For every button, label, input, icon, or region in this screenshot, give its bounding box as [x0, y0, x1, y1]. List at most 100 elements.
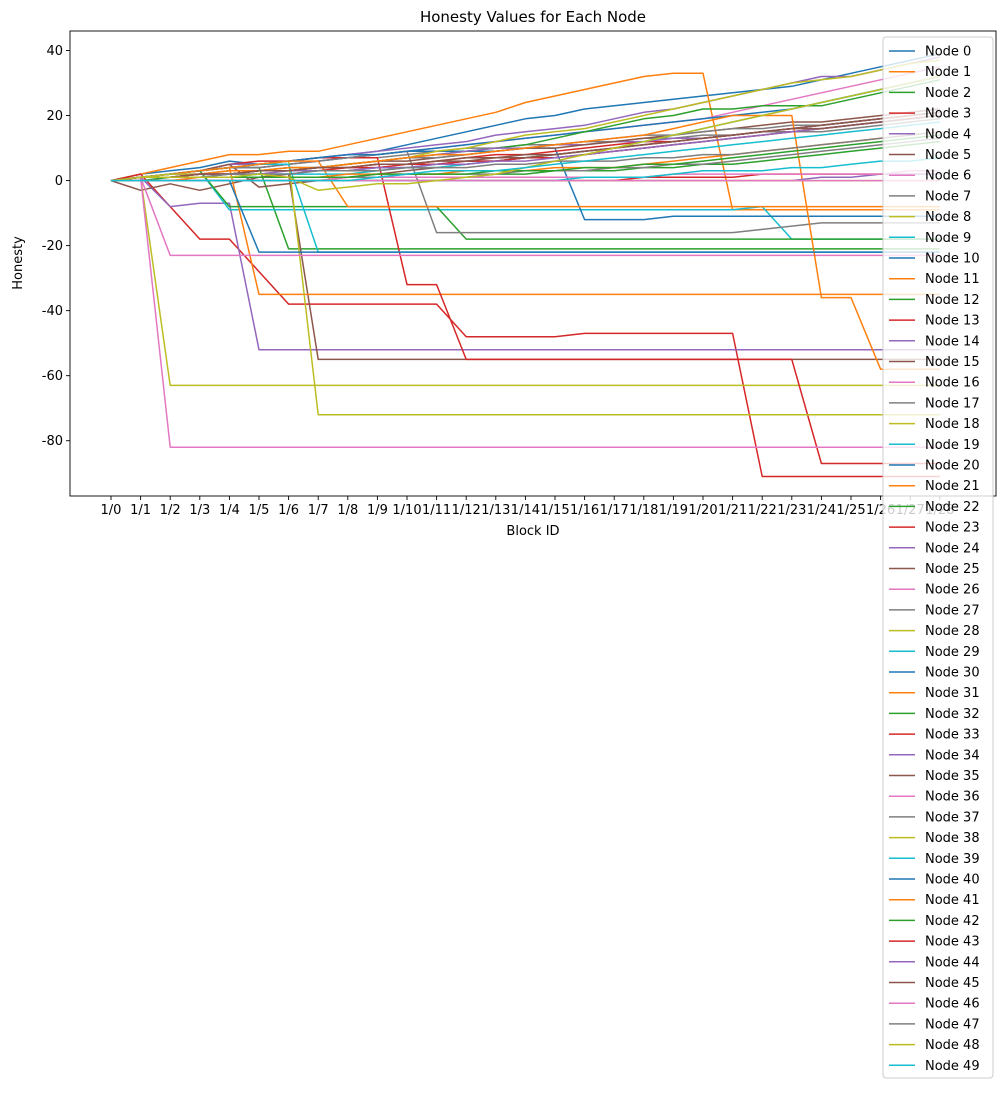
- series-line-node-13: [110, 157, 940, 465]
- legend-label-node-34: Node 34: [925, 748, 980, 763]
- y-axis-label: Honesty: [11, 236, 26, 290]
- x-tick-label: 1/25: [836, 503, 865, 518]
- x-tick-label: 1/21: [718, 503, 747, 518]
- x-tick-label: 1/17: [600, 503, 629, 518]
- series-line-node-1: [110, 72, 940, 211]
- legend-label-node-9: Node 9: [925, 231, 971, 246]
- legend-label-node-2: Node 2: [925, 86, 971, 101]
- legend-label-node-42: Node 42: [925, 914, 980, 929]
- series-line-node-11: [110, 166, 940, 296]
- plot-frame: [69, 30, 997, 497]
- legend-label-node-18: Node 18: [925, 417, 980, 432]
- legend-label-node-46: Node 46: [925, 997, 980, 1012]
- series-layer: [110, 53, 940, 478]
- series-line-node-26: [110, 176, 940, 257]
- x-tick-label: 1/20: [688, 503, 717, 518]
- x-tick-label: 1/14: [511, 503, 540, 518]
- legend-label-node-21: Node 21: [925, 479, 980, 494]
- y-tick-label: -40: [42, 304, 63, 319]
- series-line-node-45: [110, 114, 940, 182]
- x-tick-label: 1/0: [101, 503, 122, 518]
- y-tick-label: 20: [46, 109, 63, 124]
- legend-label-node-7: Node 7: [925, 189, 971, 204]
- legend: Node 0 Node 1 Node 2 Node 3 Node 4 Node 5 Node…: [882, 36, 994, 1079]
- legend-label-node-36: Node 36: [925, 790, 980, 805]
- series-line-node-17: [110, 150, 940, 234]
- legend-label-node-33: Node 33: [925, 728, 980, 743]
- legend-label-node-3: Node 3: [925, 107, 971, 122]
- series-line-node-42: [110, 134, 940, 182]
- y-tick-label: -80: [42, 434, 63, 449]
- x-tick-label: 1/2: [160, 503, 181, 518]
- legend-label-node-24: Node 24: [925, 541, 980, 556]
- legend-label-node-20: Node 20: [925, 459, 980, 474]
- legend-label-node-25: Node 25: [925, 562, 980, 577]
- y-tick-label: -20: [42, 239, 63, 254]
- x-tick-label: 1/15: [540, 503, 569, 518]
- series-line-node-14: [110, 56, 940, 182]
- legend-label-node-22: Node 22: [925, 500, 980, 515]
- x-tick-label: 1/5: [249, 503, 270, 518]
- legend-label-node-14: Node 14: [925, 334, 980, 349]
- x-tick-label: 1/7: [308, 503, 329, 518]
- legend-label-node-4: Node 4: [925, 127, 971, 142]
- legend-box: [882, 36, 994, 1079]
- series-line-node-49: [111, 121, 940, 182]
- series-line-node-4: [110, 176, 940, 351]
- series-line-node-40: [111, 179, 940, 253]
- legend-label-node-27: Node 27: [925, 603, 980, 618]
- series-line-node-12: [110, 170, 940, 240]
- legend-label-node-32: Node 32: [925, 707, 980, 722]
- legend-label-node-48: Node 48: [925, 1038, 980, 1053]
- legend-label-node-17: Node 17: [925, 396, 980, 411]
- y-tick-label: 40: [46, 44, 63, 59]
- series-line-node-8: [110, 176, 940, 387]
- chart-title: Honesty Values for Each Node: [420, 8, 646, 26]
- legend-label-node-12: Node 12: [925, 293, 980, 308]
- x-tick-label: 1/3: [189, 503, 210, 518]
- legend-label-node-19: Node 19: [925, 438, 980, 453]
- x-tick-label: 1/24: [807, 503, 836, 518]
- x-tick-label: 1/18: [629, 503, 658, 518]
- x-tick-label: 1/10: [392, 503, 421, 518]
- legend-label-node-35: Node 35: [925, 769, 980, 784]
- x-tick-label: 1/12: [452, 503, 481, 518]
- y-axis: 40 20 0 -20 -40 -60 -80: [42, 44, 70, 449]
- legend-label-node-39: Node 39: [925, 852, 980, 867]
- legend-label-node-47: Node 47: [925, 1017, 980, 1032]
- legend-label-node-44: Node 44: [925, 955, 980, 970]
- series-line-node-16: [110, 176, 940, 448]
- x-axis-label: Block ID: [506, 524, 559, 539]
- legend-label-node-1: Node 1: [925, 65, 971, 80]
- series-line-node-21: [110, 160, 940, 208]
- legend-label-node-13: Node 13: [925, 314, 980, 329]
- x-tick-label: 1/11: [422, 503, 451, 518]
- x-tick-label: 1/19: [659, 503, 688, 518]
- series-line-node-31: [110, 114, 940, 370]
- x-tick-label: 1/23: [777, 503, 806, 518]
- x-tick-label: 1/1: [130, 503, 151, 518]
- legend-label-node-29: Node 29: [925, 645, 980, 660]
- x-tick-label: 1/9: [367, 503, 388, 518]
- legend-label-node-11: Node 11: [925, 272, 980, 287]
- series-line-node-0: [110, 53, 940, 182]
- legend-label-node-10: Node 10: [925, 252, 980, 267]
- legend-label-node-37: Node 37: [925, 810, 980, 825]
- legend-label-node-28: Node 28: [925, 624, 980, 639]
- series-line-node-3: [110, 173, 940, 478]
- legend-label-node-6: Node 6: [925, 169, 971, 184]
- y-tick-label: -60: [42, 369, 63, 384]
- y-tick-label: 0: [55, 174, 63, 189]
- x-tick-label: 1/13: [481, 503, 510, 518]
- x-tick-label: 1/4: [219, 503, 240, 518]
- x-tick-label: 1/16: [570, 503, 599, 518]
- legend-label-node-45: Node 45: [925, 976, 980, 991]
- legend-label-node-16: Node 16: [925, 376, 980, 391]
- legend-label-node-23: Node 23: [925, 521, 980, 536]
- legend-label-node-40: Node 40: [925, 873, 980, 888]
- legend-label-node-31: Node 31: [925, 686, 980, 701]
- legend-label-node-0: Node 0: [925, 45, 971, 60]
- x-tick-label: 1/22: [748, 503, 777, 518]
